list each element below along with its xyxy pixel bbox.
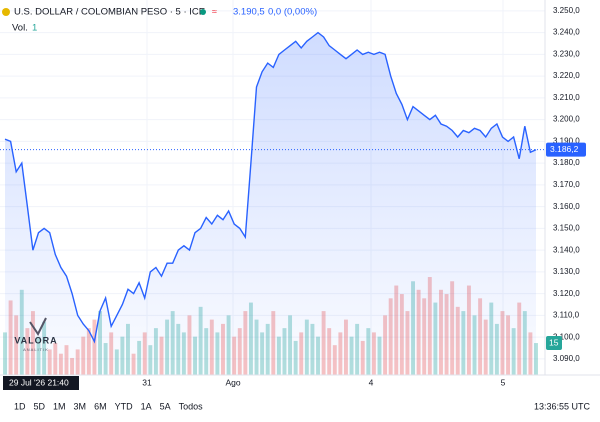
range-button[interactable]: 1M xyxy=(53,401,66,411)
y-tick-label: 3.110,0 xyxy=(553,311,580,320)
clock: 13:36:55 UTC xyxy=(534,401,591,411)
y-tick-label: 3.120,0 xyxy=(553,289,580,298)
header-price: 3.190,5 xyxy=(233,7,265,18)
delay-icon: ≈ xyxy=(212,6,217,16)
y-tick-label: 3.130,0 xyxy=(553,267,580,276)
volume-label: Vol. xyxy=(12,23,28,34)
y-tick-label: 3.230,0 xyxy=(553,49,580,58)
crosshair-tag xyxy=(3,376,79,390)
last-price-tag xyxy=(546,142,586,157)
symbol-title[interactable]: U.S. DOLLAR / COLOMBIAN PESO · 5 · ICE xyxy=(14,7,205,18)
y-tick-label: 3.210,0 xyxy=(553,93,580,102)
range-button[interactable]: 3M xyxy=(74,401,87,411)
price-line xyxy=(4,31,537,344)
y-tick-label: 3.180,0 xyxy=(553,158,580,167)
range-button[interactable]: 6M xyxy=(94,401,107,411)
x-tick-label: 5 xyxy=(501,377,506,387)
crosshair-label: 29 Jul '26 21:40 xyxy=(9,377,69,387)
y-tick-label: 3.200,0 xyxy=(553,115,580,124)
logo-name: VALORA xyxy=(14,335,57,345)
y-tick-label: 3.190,0 xyxy=(553,136,580,145)
y-tick-label: 3.150,0 xyxy=(553,224,580,233)
y-tick-label: 3.170,0 xyxy=(553,180,580,189)
range-button[interactable]: Todos xyxy=(179,401,204,411)
x-tick-label: 31 xyxy=(142,377,152,387)
range-button[interactable]: 5D xyxy=(34,401,46,411)
header-change: 0,0 (0,00%) xyxy=(268,7,317,18)
range-button[interactable]: 5A xyxy=(160,401,171,411)
logo-mark xyxy=(29,317,47,336)
logo-tagline: ANALITIK xyxy=(23,347,49,352)
market-status xyxy=(200,9,206,15)
y-tick-label: 3.160,0 xyxy=(553,202,580,211)
x-tick-label: 4 xyxy=(369,377,374,387)
y-tick-label: 3.220,0 xyxy=(553,71,580,80)
symbol-icon xyxy=(2,8,10,16)
range-button[interactable]: 1D xyxy=(14,401,26,411)
volume-tag xyxy=(546,336,562,351)
y-tick-label: 3.240,0 xyxy=(553,28,580,37)
footer-bar xyxy=(0,396,600,417)
y-tick-label: 3.090,0 xyxy=(553,354,580,363)
volume-tag-label: 15 xyxy=(549,337,559,347)
y-tick-label: 3.140,0 xyxy=(553,245,580,254)
range-button[interactable]: YTD xyxy=(115,401,134,411)
y-tick-label: 3.100,0 xyxy=(553,332,580,341)
volume-value: 1 xyxy=(32,23,37,34)
y-tick-label: 3.250,0 xyxy=(553,6,580,15)
last-price-label: 3.186,2 xyxy=(550,144,579,154)
x-tick-label: Ago xyxy=(225,377,240,387)
range-button[interactable]: 1A xyxy=(141,401,152,411)
area-fill xyxy=(5,32,536,375)
